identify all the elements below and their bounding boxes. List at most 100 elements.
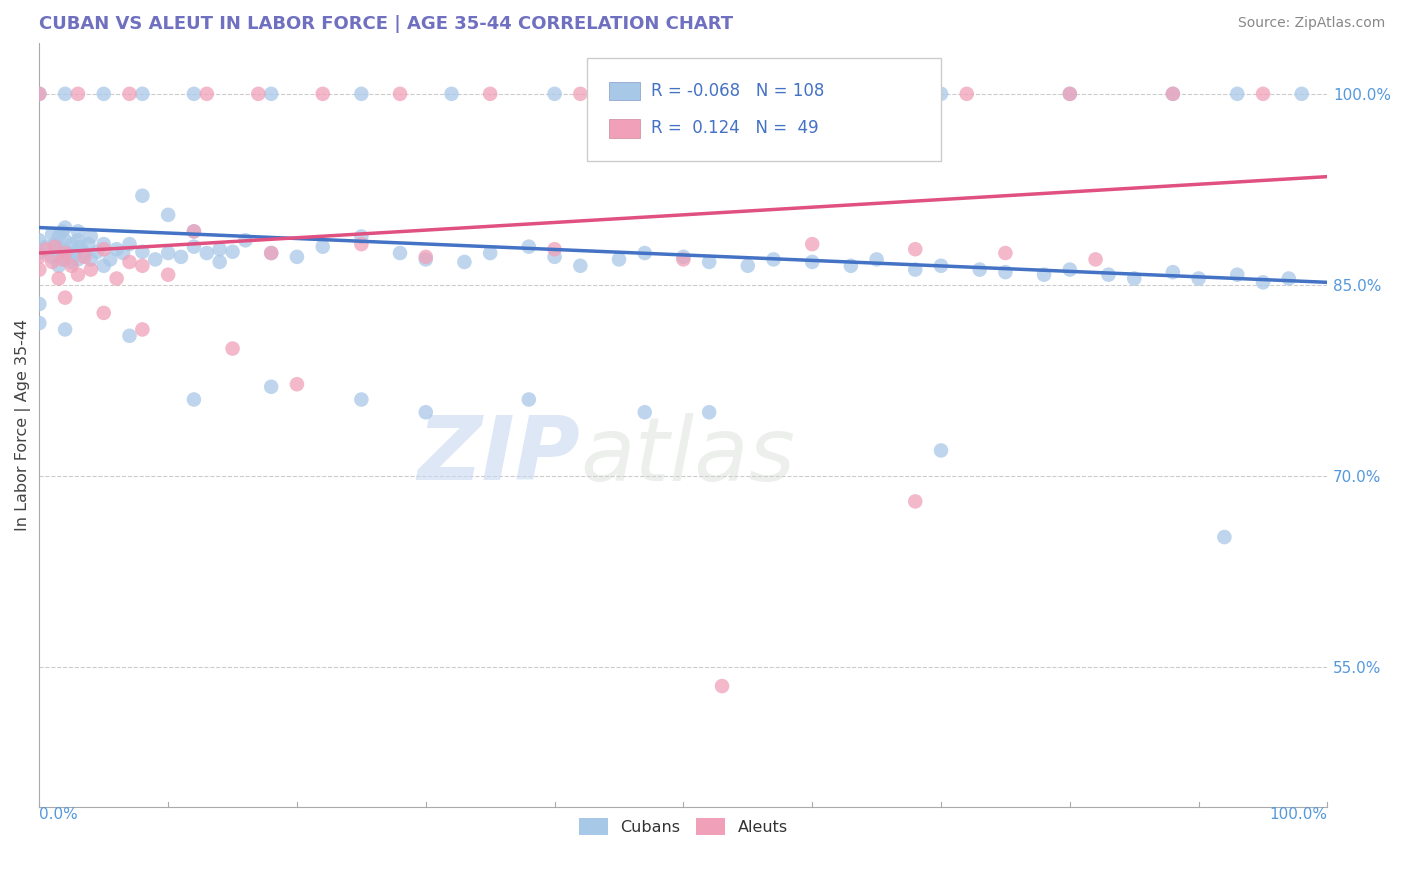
Text: 0.0%: 0.0% bbox=[39, 807, 79, 822]
Point bbox=[51, 224, 73, 238]
Point bbox=[634, 246, 657, 260]
Point bbox=[60, 237, 83, 252]
Point bbox=[131, 244, 153, 259]
Point bbox=[517, 240, 540, 254]
Point bbox=[672, 87, 695, 101]
Point bbox=[69, 240, 91, 254]
Text: atlas: atlas bbox=[581, 412, 796, 499]
Point bbox=[285, 377, 308, 392]
Point bbox=[1059, 87, 1081, 101]
Point bbox=[98, 252, 121, 267]
Point bbox=[112, 246, 135, 260]
Point bbox=[1251, 87, 1274, 101]
Point bbox=[1161, 87, 1184, 101]
Point bbox=[131, 259, 153, 273]
Point bbox=[66, 268, 89, 282]
Point bbox=[801, 87, 824, 101]
Point bbox=[1226, 268, 1249, 282]
Point bbox=[247, 87, 270, 101]
Point bbox=[28, 87, 51, 101]
Point bbox=[183, 240, 205, 254]
Point bbox=[388, 246, 411, 260]
Point bbox=[1213, 530, 1236, 544]
Point bbox=[28, 262, 51, 277]
Point bbox=[479, 87, 502, 101]
Point bbox=[28, 233, 51, 247]
Text: Source: ZipAtlas.com: Source: ZipAtlas.com bbox=[1237, 16, 1385, 30]
Point bbox=[607, 252, 630, 267]
Point bbox=[312, 87, 335, 101]
Point bbox=[801, 237, 824, 252]
Point bbox=[157, 246, 180, 260]
Point bbox=[73, 246, 96, 260]
Point bbox=[697, 405, 720, 419]
Point bbox=[53, 233, 76, 247]
Point bbox=[235, 233, 257, 247]
Point bbox=[839, 259, 862, 273]
Point bbox=[517, 392, 540, 407]
Point bbox=[66, 233, 89, 247]
Text: 100.0%: 100.0% bbox=[1270, 807, 1327, 822]
Point bbox=[208, 242, 231, 256]
Point bbox=[1033, 268, 1056, 282]
Point bbox=[131, 322, 153, 336]
Text: R = -0.068   N = 108: R = -0.068 N = 108 bbox=[651, 82, 824, 100]
Point bbox=[1123, 271, 1146, 285]
Point bbox=[350, 87, 373, 101]
Point bbox=[48, 229, 70, 244]
Point bbox=[1161, 87, 1184, 101]
Point bbox=[672, 87, 695, 101]
Point bbox=[53, 322, 76, 336]
Point bbox=[929, 443, 952, 458]
Point bbox=[51, 242, 73, 256]
Point bbox=[1059, 87, 1081, 101]
Point bbox=[904, 494, 927, 508]
FancyBboxPatch shape bbox=[609, 120, 640, 137]
Point bbox=[183, 392, 205, 407]
Point bbox=[80, 252, 103, 267]
Point bbox=[118, 237, 141, 252]
Point bbox=[93, 237, 115, 252]
Point bbox=[350, 237, 373, 252]
Point bbox=[195, 246, 218, 260]
Point bbox=[60, 255, 83, 269]
Point bbox=[157, 208, 180, 222]
Point bbox=[143, 252, 166, 267]
Point bbox=[762, 87, 785, 101]
Point bbox=[415, 252, 437, 267]
Point bbox=[118, 328, 141, 343]
Point bbox=[28, 250, 51, 264]
Point bbox=[53, 220, 76, 235]
Point bbox=[260, 87, 283, 101]
Point bbox=[388, 87, 411, 101]
Point bbox=[28, 87, 51, 101]
Point bbox=[65, 244, 87, 259]
Point bbox=[285, 250, 308, 264]
Point bbox=[118, 87, 141, 101]
Point bbox=[569, 87, 592, 101]
Point bbox=[60, 259, 83, 273]
Point bbox=[260, 246, 283, 260]
Point bbox=[350, 392, 373, 407]
Point bbox=[35, 242, 58, 256]
Point bbox=[208, 255, 231, 269]
Text: R =  0.124   N =  49: R = 0.124 N = 49 bbox=[651, 120, 818, 137]
Point bbox=[170, 250, 193, 264]
Point bbox=[865, 252, 887, 267]
Point bbox=[41, 250, 63, 264]
Point bbox=[697, 255, 720, 269]
Point bbox=[929, 259, 952, 273]
Point bbox=[672, 250, 695, 264]
Point bbox=[737, 259, 759, 273]
Point bbox=[41, 227, 63, 241]
Text: ZIP: ZIP bbox=[418, 412, 581, 499]
Point bbox=[56, 246, 79, 260]
Point bbox=[53, 252, 76, 267]
Point bbox=[453, 255, 475, 269]
Point bbox=[48, 259, 70, 273]
Point bbox=[569, 259, 592, 273]
Point bbox=[93, 87, 115, 101]
Point bbox=[93, 242, 115, 256]
Point bbox=[80, 229, 103, 244]
Point bbox=[1161, 265, 1184, 279]
